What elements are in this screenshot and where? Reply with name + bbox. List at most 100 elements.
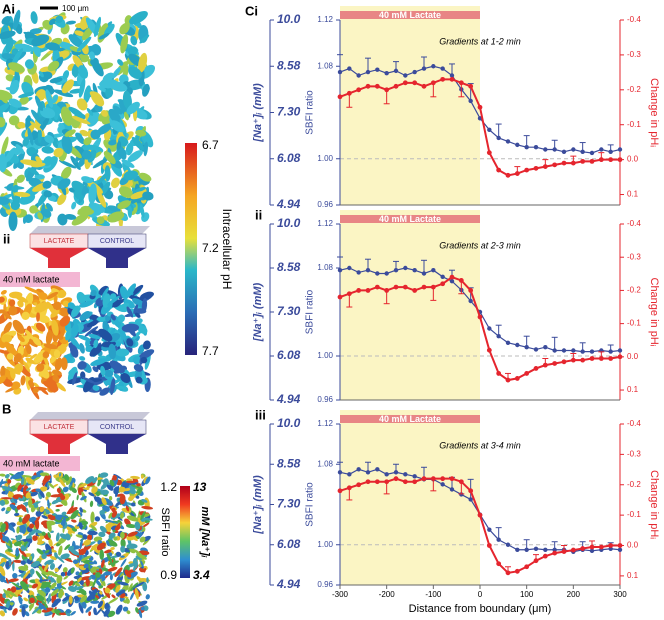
data-point (365, 470, 371, 475)
micrograph-blob (55, 504, 63, 507)
micrograph-blob (30, 475, 37, 480)
data-point (496, 167, 502, 173)
micrograph-blob (27, 127, 34, 146)
na-tick-label: 7.30 (277, 497, 301, 511)
data-point (440, 274, 445, 279)
data-point (487, 527, 492, 532)
micrograph-blob (116, 479, 123, 486)
micrograph-blob (117, 200, 131, 210)
treatment-box (0, 272, 80, 287)
micrograph-blob (58, 478, 66, 488)
data-point (384, 479, 390, 485)
micrograph-blob (33, 355, 44, 363)
micrograph-blob (47, 576, 57, 583)
y2-axis-label: Change in pHᵢ (648, 278, 660, 347)
micrograph-blob (80, 595, 88, 603)
micrograph-blob (103, 571, 112, 576)
data-point (449, 76, 455, 82)
micrograph-blob (1, 485, 13, 492)
micrograph-blob (38, 602, 47, 611)
data-point (608, 157, 614, 163)
data-point (543, 345, 548, 350)
micrograph-blob (134, 312, 141, 318)
micrograph-blob (7, 479, 12, 484)
y2-tick-label: -0.2 (627, 286, 641, 295)
data-point (431, 64, 436, 69)
data-point (412, 80, 418, 86)
micrograph-blob (57, 334, 64, 340)
micrograph-blob (51, 319, 59, 336)
micrograph-blob (125, 283, 137, 298)
data-point (505, 570, 511, 576)
micrograph-blob (47, 60, 60, 72)
micrograph-blob (11, 473, 23, 480)
y-axis-label: SBFI ratio (305, 289, 316, 334)
control-arrow (88, 248, 146, 268)
micrograph-blob (24, 286, 41, 294)
micrograph-blob (50, 494, 62, 498)
micrograph-blob (60, 495, 66, 501)
micrograph-blob (139, 172, 152, 182)
micrograph-blob (11, 582, 21, 589)
micrograph-blob (36, 594, 45, 602)
micrograph-blob (62, 567, 68, 573)
micrograph-blob (65, 476, 72, 486)
data-point (384, 87, 390, 93)
micrograph-blob (106, 539, 118, 547)
micrograph-blob (88, 183, 97, 205)
micrograph-blob (17, 121, 26, 129)
micrograph-blob (13, 353, 22, 363)
micrograph-blob (11, 48, 24, 65)
micrograph-blob (43, 156, 53, 167)
micrograph-blob (84, 311, 91, 319)
x-tick-label: -100 (425, 590, 442, 599)
micrograph-blob (90, 289, 97, 297)
micrograph-blob (18, 565, 29, 571)
micrograph-blob (17, 300, 24, 308)
micrograph-blob (13, 541, 22, 547)
micrograph-blob (142, 83, 150, 97)
micrograph-blob (47, 498, 50, 509)
y-tick-label: 0.96 (317, 200, 333, 209)
colorbar-label: Intracellular pH (220, 209, 234, 290)
x-tick-label: 100 (520, 590, 534, 599)
y2-tick-label: -0.1 (627, 120, 641, 129)
data-point (496, 537, 501, 542)
data-point (402, 80, 408, 86)
micrograph-blob (99, 472, 109, 478)
micrograph-blob (28, 590, 35, 597)
micrograph-blob (36, 363, 45, 372)
micrograph-blob (29, 28, 42, 35)
data-point (571, 348, 576, 353)
micrograph-blob (17, 594, 22, 598)
micrograph-blob (130, 191, 147, 200)
micrograph-blob (120, 555, 125, 558)
data-point (552, 348, 557, 353)
micrograph-blob (89, 344, 104, 357)
lactate-region (340, 6, 480, 205)
chart-title: Gradients at 3-4 min (439, 440, 521, 450)
micrograph-blob (32, 387, 39, 394)
micrograph-blob (18, 595, 23, 605)
micrograph-blob (29, 353, 38, 360)
data-point (337, 488, 343, 494)
micrograph-blob (45, 491, 52, 498)
data-point (617, 147, 623, 152)
data-point (505, 377, 511, 383)
micrograph-blob (135, 129, 147, 137)
micrograph-blob (31, 109, 44, 125)
micrograph-blob (32, 529, 43, 534)
micrograph-blob (45, 89, 54, 108)
micrograph-blob (49, 563, 55, 570)
micrograph-blob (44, 559, 54, 566)
micrograph-blob (57, 193, 67, 206)
micrograph-blob (127, 205, 133, 218)
data-point (468, 488, 474, 494)
data-point (570, 160, 576, 166)
data-point (403, 472, 408, 477)
colorbar-tick-label: 0.9 (160, 568, 177, 582)
micrograph-blob (115, 584, 121, 593)
micrograph-blob (60, 553, 70, 560)
data-point (374, 83, 380, 89)
micrograph-blob (31, 583, 39, 589)
